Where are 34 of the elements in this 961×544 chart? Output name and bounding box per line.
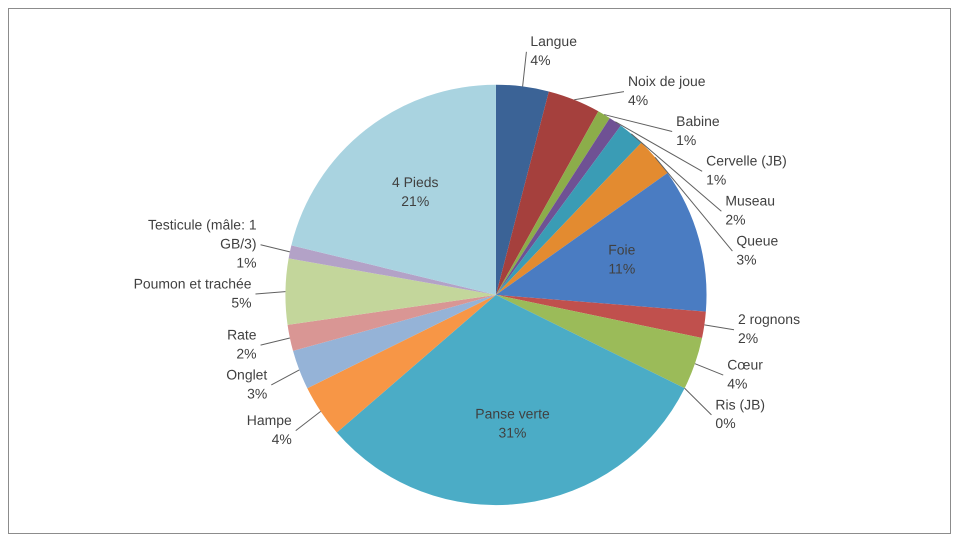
data-label: 3% — [247, 385, 268, 402]
slice-label: Foie — [608, 242, 636, 258]
slice-label: Testicule (mâle: 1 GB/3) — [148, 216, 257, 252]
slice-label: Onglet — [226, 366, 268, 382]
legend-label: Ris (JB) — [715, 396, 766, 412]
slice-label: Cervelle (JB) — [706, 152, 787, 169]
data-label: 1% — [676, 132, 696, 148]
slice-label: Queue — [736, 232, 779, 248]
data-label: 2% — [725, 212, 746, 228]
data-label: 11% — [608, 260, 636, 276]
slice-label: Babine — [676, 112, 720, 129]
text: 0% — [715, 415, 736, 432]
slice-label: Noix de joue — [628, 73, 706, 90]
data-label: 21% — [401, 192, 430, 209]
slice-label: 2 rognons — [738, 311, 800, 328]
slice-label: Rate — [227, 326, 257, 342]
slice-label: 4 Pieds — [392, 174, 439, 190]
slice-label: Poumon et trachée — [134, 275, 252, 292]
slice-label: Museau — [725, 192, 775, 209]
data-label: 2% — [236, 345, 257, 362]
slice-label: Hampe — [246, 412, 292, 428]
slice-label: Panse verte — [475, 406, 550, 422]
slice-label: Langue — [530, 33, 578, 50]
data-label: 3% — [736, 251, 757, 268]
data-label: 4% — [727, 375, 748, 392]
data-label: 31% — [498, 424, 526, 440]
data-label: 1% — [706, 172, 726, 188]
data-label: 4% — [272, 430, 292, 447]
data-label: 2% — [738, 330, 758, 346]
data-label: 5% — [231, 294, 252, 310]
data-label: 1% — [236, 254, 257, 270]
data-label: 4% — [628, 92, 648, 108]
slice-label: Cœur — [727, 356, 764, 372]
data-label: 4% — [530, 52, 551, 68]
